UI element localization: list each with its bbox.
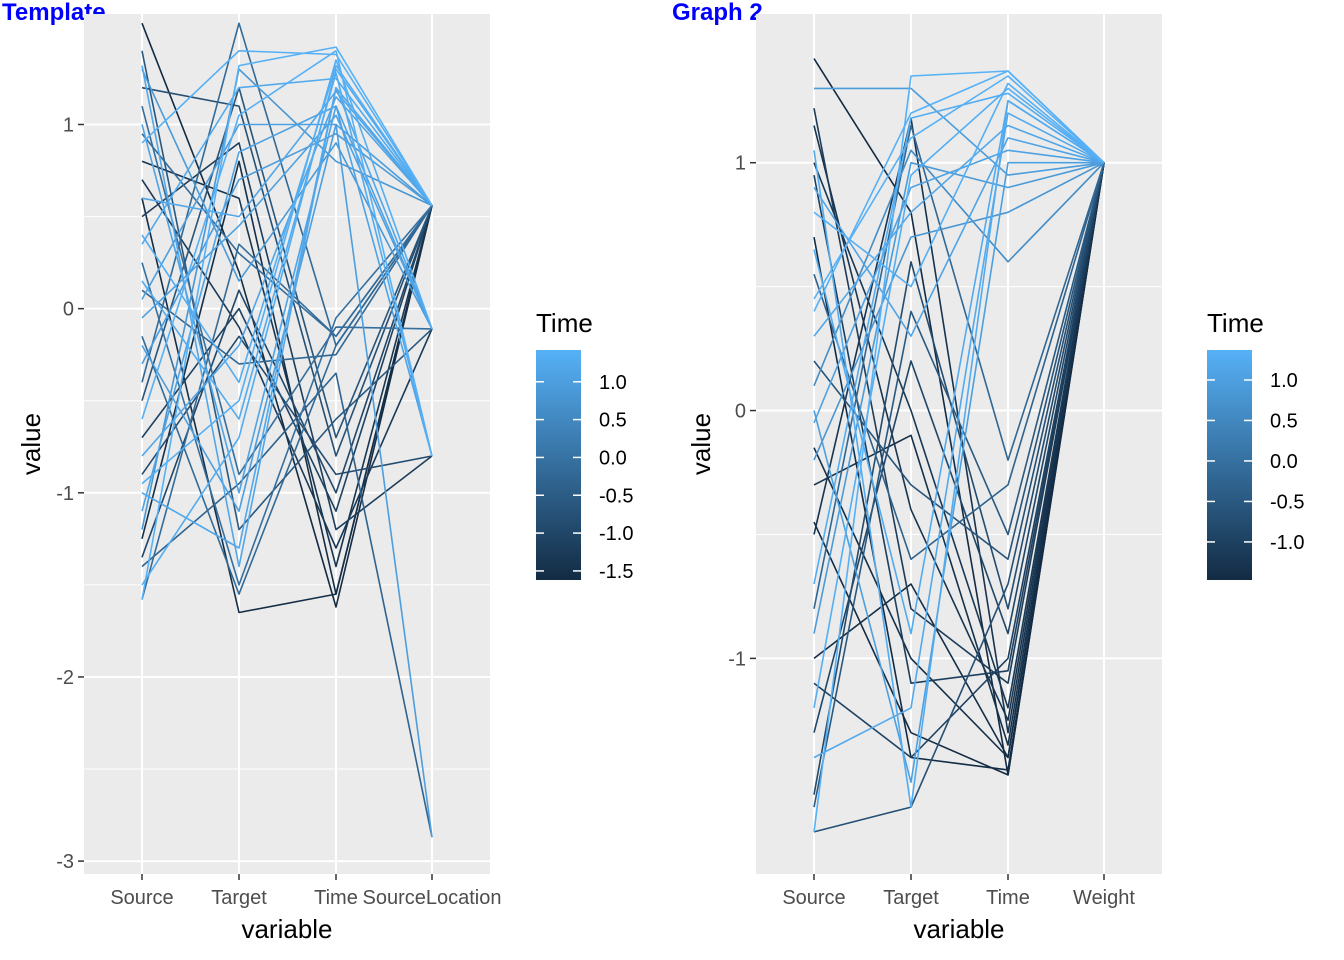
template-x-tick-label: Source [110,887,173,909]
template-series-line [141,46,433,600]
template-y-tick-label: 0 [63,299,74,321]
graph2-y-ticks: -1 0 1 [728,153,756,670]
template-x-tick-label: Time [314,887,358,909]
template-x-axis-title: variable [241,914,332,944]
graph2-y-tick-label: 0 [735,401,746,423]
graph2-x-tick-label: Target [883,887,939,909]
graph2-colorbar [1207,350,1252,580]
graph2-x-tick-label: Time [986,887,1030,909]
template-legend: Time 1.0 0.5 0.0 -0.5 -1.0 -1.5 [536,308,633,583]
graph2-series-line [813,112,1105,759]
template-legend-label: -1.0 [599,523,633,545]
graph2-legend-label: -0.5 [1270,491,1304,513]
graph2-series-line [813,75,1105,300]
graph2-series-line [813,124,1105,337]
graph2-legend-label: 0.0 [1270,451,1298,473]
graph2-series-line [813,125,1105,722]
graph2-legend-label: 1.0 [1270,370,1298,392]
template-series-line [141,68,433,530]
graph2-series-line [813,162,1105,795]
graph2-series-line [813,162,1105,759]
graph2-x-tick-label: Source [782,887,845,909]
template-series-line [141,86,433,549]
template-series-line [141,205,433,513]
graph2-series-line [813,162,1105,685]
template-x-tick-label: SourceLocation [363,887,502,909]
graph2-series-line [813,162,1105,709]
template-data-lines [141,22,433,838]
graph2-series-line [813,137,1105,338]
graph2-series-line [813,87,1105,709]
graph2-legend-ticks: 1.0 0.5 0.0 -0.5 -1.0 [1207,370,1304,554]
template-series-line [141,105,433,476]
template-series-line [141,59,433,485]
template-y-ticks: -3 -2 -1 0 1 [56,114,84,873]
graph2-series-line [813,149,1105,387]
graph2-data-lines [813,58,1105,833]
template-x-tick-label: Target [211,887,267,909]
graph2-series-line [813,162,1105,771]
graph2-series-line [813,70,1105,312]
template-legend-title: Time [536,308,593,338]
template-series-line [141,86,433,439]
template-series-line [141,49,433,457]
graph2-legend: Time 1.0 0.5 0.0 -0.5 -1.0 [1207,308,1304,580]
graph2-y-axis-title: value [686,413,716,475]
graph2-series-line [813,82,1105,288]
graph2-series-line [813,124,1105,609]
template-series-line [141,68,433,330]
template-colorbar [536,350,581,580]
graph2-series-line [813,161,1104,784]
template-series-line [141,335,433,476]
template-series-line [141,68,433,586]
template-series-line [141,72,433,457]
template-legend-label: -0.5 [599,485,633,507]
graph2-title: Graph 2 [672,0,763,26]
template-series-line [141,123,433,300]
graph2-series-line [813,92,1105,585]
graph2-legend-label: 0.5 [1270,410,1298,432]
graph2-series-line [813,162,1105,759]
template-y-tick-label: -3 [56,851,74,873]
template-panel: Template -3-2-101 Source Target Time Source… [2,0,633,944]
graph2-x-axis-title: variable [913,914,1004,944]
template-y-tick-label: 1 [63,114,74,136]
graph2-y-tick-label: 1 [735,153,746,175]
graph2-series-line [813,162,1105,733]
template-legend-label: 0.0 [599,447,627,469]
graph2-series-line [813,162,1105,833]
graph2-x-tick-label: Weight [1073,887,1135,909]
template-series-line [141,114,433,330]
template-legend-label: -1.5 [599,561,633,583]
graph2-legend-label: -1.0 [1270,532,1304,554]
graph2-series-line [813,117,1105,734]
template-series-line [141,142,433,531]
template-series-line [141,372,433,838]
graph2-series-line [813,108,1105,685]
graph2-x-ticks: Source Target Time Weight [782,874,1135,909]
template-y-tick-label: -1 [56,483,74,505]
graph2-y-tick-label: -1 [728,648,746,670]
graph2-panel: Graph 2 -1 0 1 Source Target Time Weight vari… [672,0,1304,944]
template-series-line [141,49,433,206]
graph2-series-line [813,162,1105,808]
template-x-ticks: Source Target Time SourceLocation [110,874,501,909]
graph2-series-line [813,162,1105,561]
template-y-tick-label: -2 [56,667,74,689]
template-series-line [141,90,433,218]
template-series-line [141,179,433,549]
template-y-axis-title: value [16,413,46,475]
template-series-line [141,65,433,568]
template-legend-label: 0.5 [599,410,627,432]
graph2-plot-background [756,14,1162,874]
template-series-line [141,64,433,384]
template-series-line [141,96,433,457]
template-legend-label: 1.0 [599,372,627,394]
graph2-series-line [813,161,1105,634]
graph2-legend-title: Time [1207,308,1264,338]
template-series-line [141,205,433,595]
template-legend-ticks: 1.0 0.5 0.0 -0.5 -1.0 -1.5 [536,372,633,583]
